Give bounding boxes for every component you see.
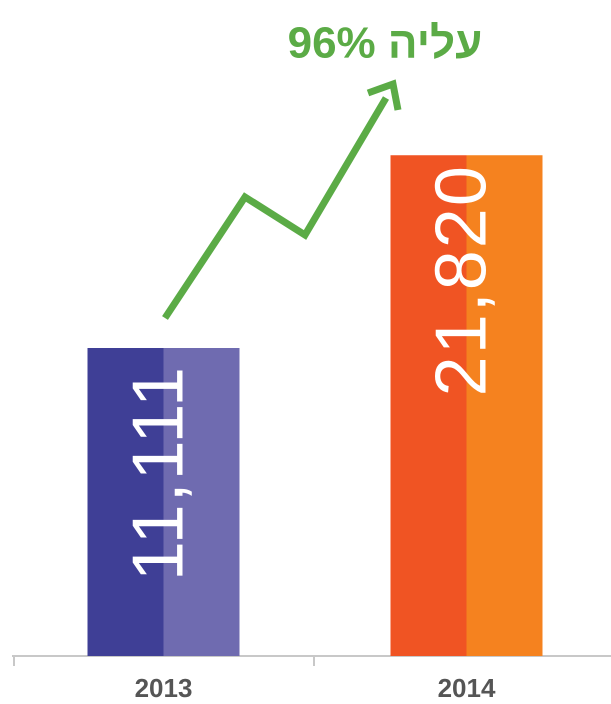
x-tick-label: 2013 <box>135 673 193 703</box>
arrow-head <box>366 79 402 111</box>
bar-highlight <box>163 348 240 656</box>
arrow-line <box>162 96 390 320</box>
value-label: 11,111 <box>119 365 199 581</box>
value-label: 21,820 <box>422 164 502 396</box>
x-tick-label: 2014 <box>438 673 496 703</box>
bar <box>87 348 164 656</box>
annotation: עליה 96% <box>288 19 483 68</box>
bar-highlight <box>466 155 543 657</box>
bar <box>390 155 467 657</box>
trend-arrow <box>162 79 402 320</box>
